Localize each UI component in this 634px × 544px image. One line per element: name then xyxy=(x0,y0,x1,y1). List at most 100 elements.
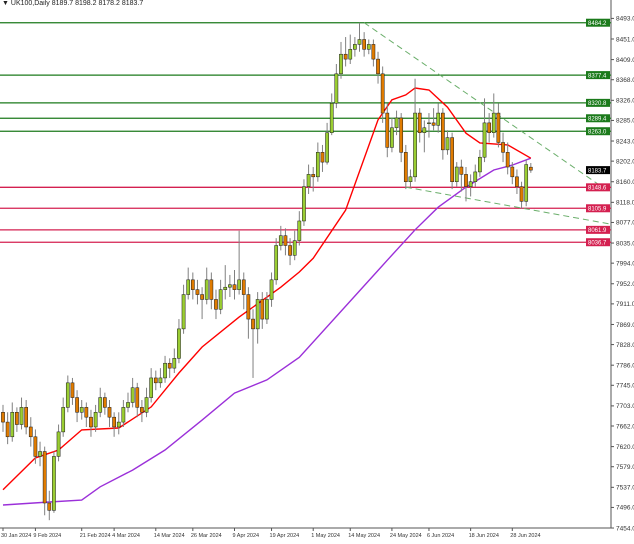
candle-body xyxy=(431,122,436,126)
y-tick-label: 8451.0 xyxy=(616,36,634,43)
candle xyxy=(408,169,413,187)
candle xyxy=(339,41,343,79)
candle xyxy=(42,446,47,516)
candle xyxy=(501,132,505,163)
candle xyxy=(28,417,33,447)
candle xyxy=(24,400,28,435)
x-tick-label: 9 Apr 2024 xyxy=(233,533,260,539)
candle xyxy=(15,407,19,432)
candle-body xyxy=(163,362,167,379)
level-price-label-bg xyxy=(586,183,610,192)
y-tick-label: 7994.0 xyxy=(616,260,634,267)
candle xyxy=(65,375,70,413)
candle xyxy=(177,319,181,364)
y-tick-label: 8035.0 xyxy=(616,240,634,247)
candle-body xyxy=(325,132,329,163)
candle-body xyxy=(33,436,38,457)
candle-body xyxy=(320,152,325,163)
candle-body xyxy=(408,176,413,182)
candle-body xyxy=(195,289,200,295)
candle-body xyxy=(311,174,316,178)
candle xyxy=(311,167,316,192)
candle xyxy=(325,122,329,165)
candle-body xyxy=(218,289,223,310)
x-tick-label: 21 Feb 2024 xyxy=(80,533,111,539)
candle-body xyxy=(246,294,251,320)
candle-body xyxy=(292,240,297,256)
y-tick-label: 8243.0 xyxy=(616,138,634,145)
candle xyxy=(61,397,66,437)
candle-body xyxy=(390,127,394,148)
candle-body xyxy=(343,53,348,60)
candle-body xyxy=(413,112,417,178)
candle xyxy=(237,230,241,295)
candle xyxy=(190,272,195,300)
candle-body xyxy=(130,387,135,403)
y-tick-label: 7579.0 xyxy=(616,464,634,471)
candle-body xyxy=(158,377,163,384)
candle-body xyxy=(75,397,79,413)
level-price-label-bg xyxy=(586,225,610,234)
candle xyxy=(149,368,154,403)
y-tick-label: 7620.0 xyxy=(616,444,634,451)
candle-body xyxy=(362,39,366,50)
level-price-label-bg xyxy=(586,238,610,247)
candle xyxy=(482,98,487,163)
candle xyxy=(246,287,251,339)
collapse-arrow-icon[interactable]: ▼ xyxy=(2,0,9,7)
candle-body xyxy=(501,142,505,153)
candle-body xyxy=(190,279,195,290)
candle-body xyxy=(186,279,191,295)
candle-body xyxy=(422,127,427,133)
candle-body xyxy=(399,117,404,153)
candle xyxy=(510,162,515,185)
candle xyxy=(487,113,491,143)
candle-body xyxy=(464,174,468,187)
candle xyxy=(1,404,5,432)
candle-body xyxy=(339,53,343,75)
candle xyxy=(468,174,473,197)
candle-body xyxy=(417,112,422,133)
candle xyxy=(153,370,158,391)
candle-body xyxy=(228,284,232,288)
candle xyxy=(5,412,10,445)
candle xyxy=(172,348,177,374)
candle-body xyxy=(135,387,140,408)
candle xyxy=(459,159,464,192)
level-price-label: 8105.9 xyxy=(588,206,607,212)
candle-body xyxy=(126,402,130,408)
candle xyxy=(478,149,482,177)
candle-body xyxy=(204,279,209,300)
candle-body xyxy=(10,412,15,438)
candle-body xyxy=(181,294,186,330)
candle xyxy=(431,108,436,131)
candle xyxy=(167,358,172,378)
candle-body xyxy=(357,39,362,45)
level-price-label-bg xyxy=(586,71,610,80)
candle xyxy=(413,78,417,182)
candle-body xyxy=(98,397,103,413)
candle xyxy=(348,34,353,65)
candle-body xyxy=(348,49,353,60)
candle xyxy=(380,66,385,123)
candle xyxy=(93,404,98,432)
x-tick-label: 26 Mar 2024 xyxy=(191,533,222,539)
y-tick-label: 8202.0 xyxy=(616,158,634,165)
candle-body xyxy=(459,166,464,175)
candle xyxy=(399,113,404,163)
candle xyxy=(496,103,501,148)
candle-body xyxy=(297,220,302,241)
candle xyxy=(38,441,42,467)
candle xyxy=(376,51,380,84)
symbol-timeframe: UK100,Daily xyxy=(10,0,50,7)
candle xyxy=(320,144,325,172)
candle-body xyxy=(79,407,84,413)
x-tick-label: 4 Mar 2024 xyxy=(112,533,140,539)
candle xyxy=(195,279,200,305)
candle-body xyxy=(329,103,334,133)
candle xyxy=(260,292,265,329)
y-tick-label: 7662.0 xyxy=(616,423,634,430)
candle xyxy=(52,451,56,513)
